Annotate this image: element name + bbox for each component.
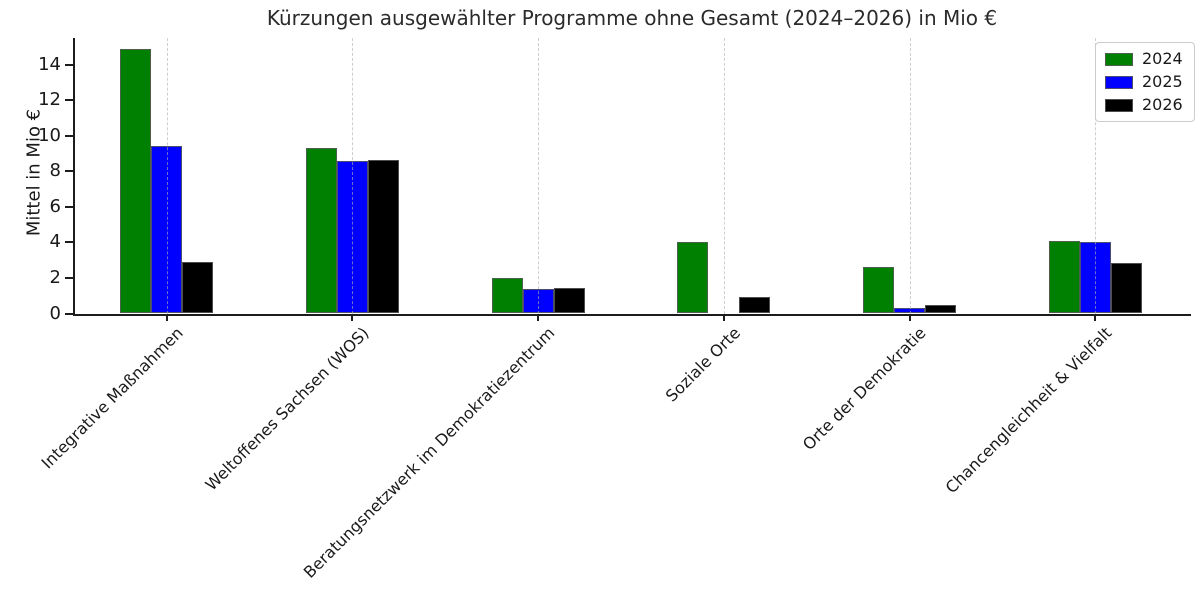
x-tick-mark [351, 315, 354, 321]
y-tick-mark [65, 99, 73, 102]
bar-2024 [863, 267, 894, 314]
y-tick-mark [65, 241, 73, 244]
chart-title: Kürzungen ausgewählter Programme ohne Ge… [266, 6, 998, 30]
x-tick-mark [908, 315, 911, 321]
legend-item-2025: 2025 [1105, 74, 1183, 90]
y-tick-label: 10 [38, 124, 61, 146]
bar-2024 [1048, 240, 1080, 314]
x-tick-label: Integrative Maßnahmen [37, 322, 187, 472]
legend-label: 2025 [1142, 72, 1183, 91]
bar-2026 [739, 296, 771, 314]
bar-2026 [925, 304, 956, 314]
y-tick-mark [65, 63, 73, 66]
legend-swatch-2025 [1105, 75, 1133, 89]
bar-2024 [120, 48, 152, 314]
y-tick-mark [65, 276, 73, 279]
bar-2024 [305, 148, 337, 314]
category-gridline [1095, 38, 1097, 314]
legend-item-2024: 2024 [1105, 51, 1183, 67]
bar-2024 [677, 242, 709, 314]
y-tick-mark [65, 312, 73, 315]
legend-label: 2026 [1142, 95, 1183, 114]
x-tick-mark [722, 315, 725, 321]
x-axis-spine [73, 313, 1191, 316]
category-gridline [909, 38, 911, 314]
legend-swatch-2026 [1105, 98, 1133, 112]
x-tick-label: Soziale Orte [661, 322, 744, 406]
y-tick-label: 12 [38, 89, 61, 111]
x-tick-label: Weltoffenes Sachsen (WOS) [201, 322, 373, 494]
x-tick-mark [165, 315, 168, 321]
y-tick-mark [65, 205, 73, 208]
y-tick-mark [65, 170, 73, 173]
bar-2026 [367, 159, 399, 314]
category-gridline [352, 38, 354, 314]
bar-2026 [1110, 262, 1142, 314]
y-tick-mark [65, 134, 73, 137]
y-axis-spine [73, 38, 75, 316]
bar-2026 [553, 287, 585, 314]
x-tick-label: Chancengleichheit & Vielfalt [941, 322, 1115, 497]
y-tick-label: 4 [49, 231, 61, 253]
x-tick-label: Orte der Demokratie [798, 322, 930, 454]
legend-item-2026: 2026 [1105, 97, 1183, 113]
y-tick-label: 14 [38, 53, 61, 75]
category-gridline [166, 38, 168, 314]
legend-swatch-2024 [1105, 52, 1133, 66]
bar-2024 [491, 277, 523, 314]
y-tick-label: 0 [49, 302, 61, 324]
legend: 2024 2025 2026 [1095, 42, 1195, 122]
y-tick-label: 2 [49, 266, 61, 288]
x-tick-mark [1094, 315, 1097, 321]
y-tick-label: 6 [49, 195, 61, 217]
x-tick-mark [537, 315, 540, 321]
bar-2026 [182, 261, 214, 314]
category-gridline [538, 38, 540, 314]
category-gridline [723, 38, 725, 314]
legend-label: 2024 [1142, 49, 1183, 68]
y-tick-label: 8 [49, 160, 61, 182]
